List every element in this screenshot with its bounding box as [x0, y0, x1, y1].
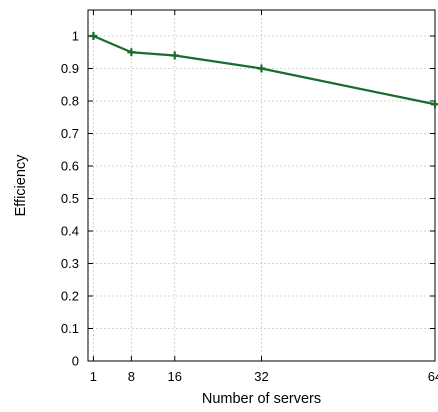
data-point-marker	[127, 48, 136, 57]
y-tick-label: 0.3	[61, 256, 79, 271]
y-tick-label: 0.5	[61, 191, 79, 206]
axis-ticks: 0 0.1 0.2 0.3 0.4 0.5 0.6 0.7 0.8 0.9 1 1 8 16 32 64	[61, 10, 438, 384]
y-tick-label: 0.6	[61, 159, 79, 174]
y-tick-label: 0.2	[61, 289, 79, 304]
y-tick-label: 0	[72, 354, 79, 369]
x-tick-label: 32	[254, 369, 268, 384]
y-tick-label: 0.7	[61, 126, 79, 141]
x-tick-label: 8	[128, 369, 135, 384]
series-line	[92, 34, 436, 106]
y-tick-label: 0.4	[61, 224, 79, 239]
data-point-marker	[89, 32, 98, 40]
y-tick-label: 0.9	[61, 61, 79, 76]
y-tick-label: 0.8	[61, 94, 79, 109]
x-tick-label: 16	[168, 369, 182, 384]
x-tick-label: 1	[90, 369, 97, 384]
y-tick-label: 1	[72, 29, 79, 44]
x-tick-label: 64	[428, 369, 438, 384]
y-axis-title: Efficiency	[13, 154, 29, 217]
series-layer	[89, 32, 438, 109]
grid-lines	[88, 10, 436, 361]
y-tick-label: 0.1	[61, 321, 79, 336]
x-axis-title: Number of servers	[202, 391, 321, 407]
data-point-marker	[257, 64, 266, 73]
data-point-marker	[170, 51, 179, 60]
